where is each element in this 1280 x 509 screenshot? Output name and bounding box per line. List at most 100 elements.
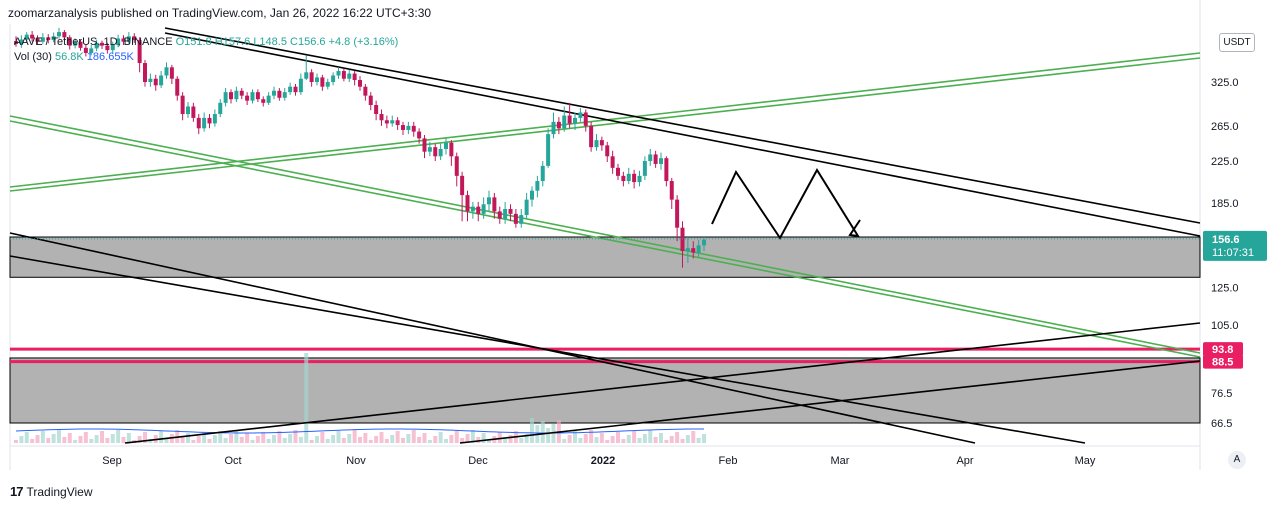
time-axis: Sep Oct Nov Dec 2022 Feb Mar Apr May bbox=[102, 455, 1096, 467]
volume-bar bbox=[94, 435, 99, 443]
candle-body bbox=[207, 117, 212, 124]
volume-bar bbox=[67, 433, 72, 443]
volume-bar bbox=[401, 438, 405, 443]
candle-body bbox=[487, 197, 491, 205]
level-badge-1 bbox=[1203, 342, 1243, 357]
candle-body bbox=[186, 106, 190, 115]
last-price-badge bbox=[1203, 230, 1267, 261]
candle-body bbox=[578, 112, 583, 118]
candle-body bbox=[583, 112, 588, 126]
candle-body bbox=[438, 148, 443, 157]
candle-body bbox=[460, 175, 465, 196]
candle-body bbox=[304, 72, 309, 79]
volume-bar bbox=[594, 437, 599, 443]
candle-body bbox=[46, 37, 51, 41]
volume-bar bbox=[51, 434, 56, 443]
legend-low: L148.5 bbox=[253, 36, 287, 48]
volume-bar bbox=[696, 438, 701, 443]
time-tick: 2022 bbox=[591, 455, 615, 467]
volume-bar bbox=[691, 431, 696, 443]
candle-body bbox=[137, 40, 142, 64]
candle-body bbox=[62, 32, 67, 38]
candle-body bbox=[384, 120, 389, 124]
price-tick: 125.0 bbox=[1211, 282, 1239, 294]
volume-bar bbox=[137, 436, 142, 443]
candle-body bbox=[212, 114, 217, 124]
volume-bar bbox=[320, 432, 325, 443]
volume-bar bbox=[148, 439, 153, 443]
volume-bar bbox=[191, 440, 196, 443]
candle-body bbox=[191, 106, 196, 118]
candle-body bbox=[320, 77, 325, 87]
candle-body bbox=[573, 117, 577, 124]
volume-bar bbox=[261, 432, 266, 443]
footer-brand[interactable]: 17 TradingView bbox=[10, 484, 93, 499]
volume-bar bbox=[293, 430, 298, 443]
candle-body bbox=[626, 173, 631, 182]
candle-body bbox=[282, 92, 287, 98]
volume-bar bbox=[14, 440, 18, 443]
candle-body bbox=[599, 140, 604, 146]
volume-bar bbox=[599, 433, 604, 443]
volume-bar bbox=[223, 438, 228, 443]
candle-body bbox=[67, 37, 72, 46]
price-tick: 66.5 bbox=[1211, 418, 1232, 430]
volume-bar bbox=[519, 438, 524, 443]
volume-bar bbox=[126, 433, 131, 443]
legend-close: C156.6 bbox=[290, 36, 326, 48]
candle-body bbox=[89, 48, 94, 53]
candle-body bbox=[331, 75, 336, 82]
auto-scale-button[interactable]: A bbox=[1228, 451, 1246, 469]
volume-bar bbox=[508, 435, 513, 443]
candle-body bbox=[664, 158, 669, 182]
candle-body bbox=[368, 95, 373, 106]
green-channel-up-2 bbox=[9, 57, 1201, 192]
volume-bar bbox=[616, 432, 620, 443]
candle-body bbox=[610, 156, 615, 168]
volume-bar bbox=[390, 435, 395, 443]
volume-bar bbox=[530, 418, 534, 443]
candle-body bbox=[454, 156, 459, 176]
volume-bar bbox=[422, 433, 427, 443]
volume-bar bbox=[427, 440, 432, 443]
candle-body bbox=[551, 121, 556, 135]
candles bbox=[14, 27, 706, 268]
zone-2 bbox=[9, 357, 1201, 424]
volume-bar bbox=[73, 440, 78, 443]
candle-body bbox=[605, 145, 610, 157]
trend-lines bbox=[9, 27, 1201, 444]
candle-body bbox=[358, 80, 362, 87]
candle-body bbox=[470, 206, 475, 212]
candle-body bbox=[78, 41, 83, 48]
candle-body bbox=[352, 73, 357, 81]
candle-body bbox=[653, 154, 658, 164]
candle-body bbox=[121, 38, 126, 42]
candle-body bbox=[293, 86, 298, 93]
currency-button[interactable]: USDT bbox=[1219, 33, 1255, 52]
volume-bar bbox=[341, 438, 346, 443]
volume-bar bbox=[288, 434, 293, 443]
volume-bar bbox=[105, 438, 110, 443]
volume-bar bbox=[551, 424, 556, 443]
volume-bar bbox=[395, 431, 400, 443]
candle-body bbox=[24, 34, 29, 40]
candle-body bbox=[594, 140, 599, 148]
volume-bars bbox=[14, 353, 706, 443]
volume-bar bbox=[648, 430, 653, 443]
volume-bar bbox=[406, 434, 411, 443]
legend-change: +4.8 (+3.16%) bbox=[328, 36, 399, 48]
candle-body bbox=[218, 102, 223, 115]
volume-bar bbox=[524, 434, 529, 443]
zone-1 bbox=[9, 236, 1201, 278]
candle-body bbox=[336, 71, 341, 76]
level-badge-2 bbox=[1203, 354, 1243, 369]
black-line-lower-1 bbox=[9, 232, 976, 444]
volume-bar bbox=[207, 439, 212, 443]
black-line-up-1 bbox=[124, 322, 1201, 444]
volume-bar bbox=[669, 436, 674, 443]
volume-bar bbox=[315, 436, 319, 443]
volume-bar bbox=[659, 433, 663, 443]
candle-body bbox=[261, 99, 266, 103]
legend-symbol: AAVE / TetherUS, 1D, BINANCE bbox=[14, 36, 173, 48]
